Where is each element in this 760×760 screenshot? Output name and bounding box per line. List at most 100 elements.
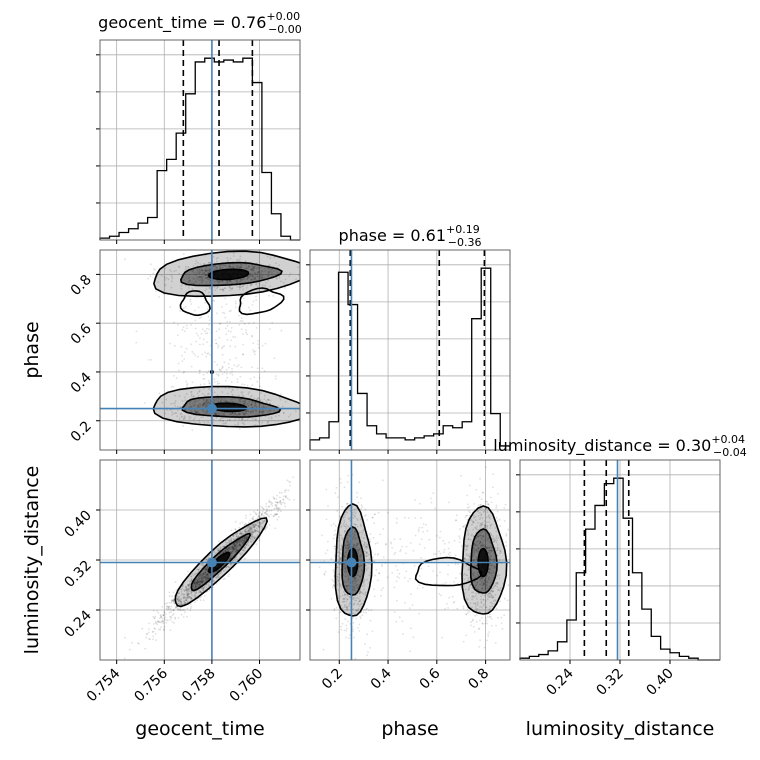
sample-point — [359, 523, 362, 526]
sample-point — [202, 588, 205, 590]
sample-point — [175, 269, 177, 272]
sample-point — [241, 542, 244, 545]
sample-point — [236, 280, 238, 283]
sample-point — [232, 559, 235, 562]
sample-point — [246, 412, 248, 415]
sample-point — [219, 288, 222, 291]
sample-point — [496, 554, 499, 557]
sample-point — [353, 586, 356, 589]
sample-point — [341, 594, 344, 597]
sample-point — [342, 516, 345, 519]
sample-point — [179, 413, 182, 416]
sample-point — [272, 496, 275, 499]
sample-point — [488, 547, 490, 549]
sample-point — [342, 568, 345, 571]
sample-point — [361, 559, 364, 562]
sample-point — [407, 580, 410, 582]
sample-point — [477, 546, 480, 549]
sample-point — [185, 587, 188, 590]
sample-point — [217, 412, 219, 415]
sample-point — [216, 260, 218, 263]
sample-point — [205, 575, 208, 578]
sample-point — [262, 507, 265, 510]
sample-point — [206, 412, 209, 414]
sample-point — [330, 557, 333, 560]
sample-point — [198, 421, 201, 424]
sample-point — [198, 584, 201, 586]
sample-point — [162, 614, 165, 616]
sample-point — [196, 268, 199, 270]
sample-point — [170, 617, 173, 619]
sample-point — [180, 600, 183, 603]
sample-point — [224, 264, 227, 267]
sample-point — [380, 565, 383, 568]
sample-point — [342, 565, 345, 568]
sample-point — [218, 554, 221, 556]
sample-point — [254, 278, 257, 281]
sample-point — [354, 590, 357, 593]
sample-point — [215, 576, 218, 579]
sample-point — [490, 572, 493, 574]
sample-point — [244, 529, 247, 532]
sample-point — [263, 515, 266, 518]
sample-point — [354, 531, 356, 533]
sample-point — [183, 279, 186, 281]
sample-point — [356, 609, 358, 611]
sample-point — [173, 321, 176, 324]
sample-point — [473, 503, 476, 505]
sample-point — [201, 328, 204, 331]
sample-point — [162, 629, 165, 631]
sample-point — [205, 558, 208, 561]
sample-point — [238, 288, 241, 291]
sample-point — [206, 404, 208, 407]
sample-point — [197, 569, 200, 571]
sample-point — [284, 495, 287, 498]
sample-point — [242, 278, 245, 281]
sample-point — [202, 399, 205, 401]
sample-point — [199, 582, 202, 585]
sample-point — [217, 548, 220, 551]
sample-point — [333, 609, 336, 612]
sample-point — [138, 642, 140, 645]
sample-point — [346, 541, 348, 544]
sample-point — [247, 525, 250, 528]
sample-point — [235, 541, 238, 544]
sample-point — [257, 397, 260, 399]
sample-point — [198, 390, 201, 393]
sample-point — [346, 620, 349, 623]
sample-point — [495, 530, 498, 533]
sample-point — [201, 578, 204, 580]
sample-point — [198, 398, 201, 401]
sample-point — [483, 582, 486, 585]
sample-point — [254, 277, 256, 279]
sample-point — [152, 635, 155, 638]
sample-point — [238, 543, 241, 546]
sample-point — [337, 597, 340, 600]
sample-point — [188, 279, 191, 282]
sample-point — [215, 412, 218, 415]
sample-point — [495, 624, 497, 627]
sample-point — [257, 277, 260, 280]
sample-point — [346, 547, 349, 550]
sample-point — [284, 491, 286, 493]
sample-point — [486, 584, 488, 586]
sample-point — [470, 624, 472, 627]
sample-point — [354, 585, 357, 587]
sample-point — [474, 551, 476, 554]
sample-point — [365, 552, 368, 554]
sample-point — [204, 302, 206, 304]
sample-point — [255, 530, 258, 533]
sample-point — [239, 258, 241, 260]
sample-point — [186, 593, 189, 595]
sample-point — [268, 271, 271, 273]
sample-point — [148, 622, 151, 625]
sample-point — [201, 279, 204, 282]
sample-point — [231, 552, 233, 555]
sample-point — [188, 406, 191, 409]
sample-point — [493, 537, 495, 540]
sample-point — [229, 413, 232, 416]
sample-point — [189, 401, 192, 404]
sample-point — [472, 555, 474, 557]
sample-point — [284, 278, 287, 281]
sample-point — [218, 412, 221, 415]
